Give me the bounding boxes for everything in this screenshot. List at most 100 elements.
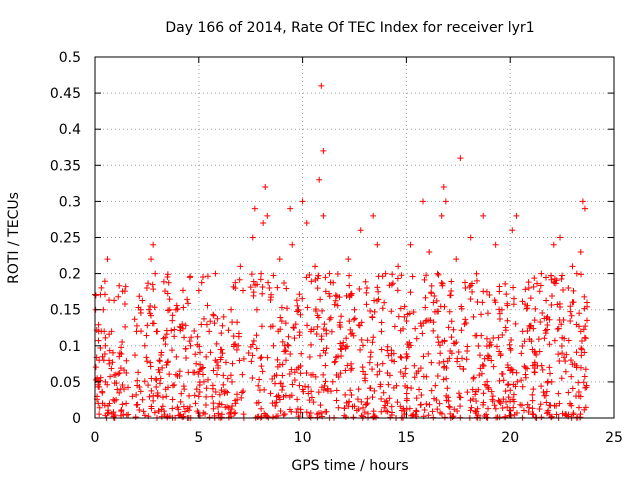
- data-point: [557, 234, 564, 241]
- data-point: [106, 297, 113, 304]
- data-point: [164, 273, 171, 280]
- data-point: [270, 272, 277, 279]
- data-point: [216, 391, 223, 398]
- data-point: [115, 293, 122, 300]
- data-point: [267, 390, 274, 397]
- data-point: [104, 410, 111, 417]
- data-point: [280, 412, 287, 419]
- data-point: [316, 176, 323, 183]
- data-point: [333, 293, 340, 300]
- data-point: [561, 354, 568, 361]
- data-point: [434, 334, 441, 341]
- data-point: [112, 412, 119, 419]
- data-point: [309, 371, 316, 378]
- data-point: [411, 362, 418, 369]
- data-point: [191, 369, 198, 376]
- data-point: [554, 326, 561, 333]
- data-point: [96, 411, 103, 418]
- data-point: [284, 305, 291, 312]
- data-point: [369, 366, 376, 373]
- data-point: [253, 306, 260, 313]
- data-point: [119, 339, 126, 346]
- data-point: [550, 241, 557, 248]
- data-point: [538, 383, 545, 390]
- data-point: [445, 324, 452, 331]
- data-point: [582, 384, 589, 391]
- data-point: [234, 319, 241, 326]
- data-point: [299, 295, 306, 302]
- data-point: [335, 373, 342, 380]
- data-point: [418, 323, 425, 330]
- data-point: [162, 341, 169, 348]
- data-point: [143, 354, 150, 361]
- data-point: [106, 347, 113, 354]
- data-point: [551, 337, 558, 344]
- data-point: [182, 408, 189, 415]
- data-point: [338, 313, 345, 320]
- data-point: [186, 338, 193, 345]
- data-point: [568, 373, 575, 380]
- data-point: [106, 400, 113, 407]
- data-point: [577, 393, 584, 400]
- data-point: [179, 287, 186, 294]
- data-point: [171, 333, 178, 340]
- data-point: [312, 308, 319, 315]
- data-point: [388, 403, 395, 410]
- data-point: [215, 410, 222, 417]
- data-point: [207, 318, 214, 325]
- data-point: [198, 279, 205, 286]
- data-point: [281, 348, 288, 355]
- data-point: [390, 350, 397, 357]
- data-point: [137, 306, 144, 313]
- y-axis-label: ROTI / TECUs: [6, 192, 22, 284]
- data-point: [172, 371, 179, 378]
- data-point: [582, 366, 589, 373]
- data-point: [540, 389, 547, 396]
- data-point: [257, 355, 264, 362]
- data-point: [284, 341, 291, 348]
- data-point: [381, 404, 388, 411]
- data-point: [108, 328, 115, 335]
- data-point: [218, 411, 225, 418]
- data-point: [227, 409, 234, 416]
- data-point: [387, 414, 394, 421]
- data-point: [248, 358, 255, 365]
- data-point: [337, 345, 344, 352]
- data-point: [203, 393, 210, 400]
- data-point: [197, 361, 204, 368]
- data-point: [180, 304, 187, 311]
- data-point: [510, 295, 517, 302]
- data-point: [257, 276, 264, 283]
- data-point: [366, 385, 373, 392]
- data-point: [97, 374, 104, 381]
- data-point: [531, 317, 538, 324]
- data-point: [575, 323, 582, 330]
- data-point: [121, 386, 128, 393]
- data-point: [385, 352, 392, 359]
- data-point: [202, 410, 209, 417]
- data-point: [121, 367, 128, 374]
- data-point: [169, 347, 176, 354]
- y-tick-label: 0.45: [50, 86, 81, 102]
- data-point: [401, 303, 408, 310]
- data-point: [118, 408, 125, 415]
- data-point: [408, 385, 415, 392]
- data-point: [360, 404, 367, 411]
- data-point: [489, 396, 496, 403]
- data-point: [362, 377, 369, 384]
- data-point: [230, 283, 237, 290]
- data-point: [578, 346, 585, 353]
- data-point: [277, 407, 284, 414]
- data-point: [151, 409, 158, 416]
- data-point: [385, 381, 392, 388]
- data-point: [196, 382, 203, 389]
- data-point: [524, 401, 531, 408]
- data-point: [173, 302, 180, 309]
- data-point: [456, 394, 463, 401]
- data-point: [334, 271, 341, 278]
- data-point: [402, 383, 409, 390]
- data-point: [418, 392, 425, 399]
- data-point: [403, 397, 410, 404]
- data-point: [279, 372, 286, 379]
- data-point: [348, 290, 355, 297]
